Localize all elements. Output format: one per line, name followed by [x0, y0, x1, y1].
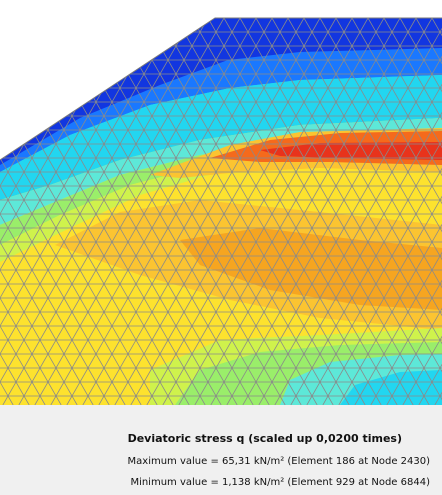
mesh-lines	[0, 18, 442, 405]
band-orange-mid	[180, 228, 442, 310]
band-deep-blue	[0, 18, 442, 165]
band-blue	[0, 18, 442, 172]
band-cyan-mid	[0, 75, 442, 190]
maximum-value-label: Maximum value = 65,31 kN/m² (Element 186…	[127, 456, 430, 467]
finite-element-mesh	[0, 18, 442, 405]
contour-svg	[0, 17, 442, 405]
geometry-outline	[0, 17, 442, 161]
minimum-value-label: Minimum value = 1,138 kN/m² (Element 929…	[130, 477, 430, 488]
stress-contour-plot[interactable]	[0, 0, 442, 405]
result-caption: Deviatoric stress q (scaled up 0,0200 ti…	[0, 405, 442, 495]
caption-title: Deviatoric stress q (scaled up 0,0200 ti…	[127, 432, 402, 445]
